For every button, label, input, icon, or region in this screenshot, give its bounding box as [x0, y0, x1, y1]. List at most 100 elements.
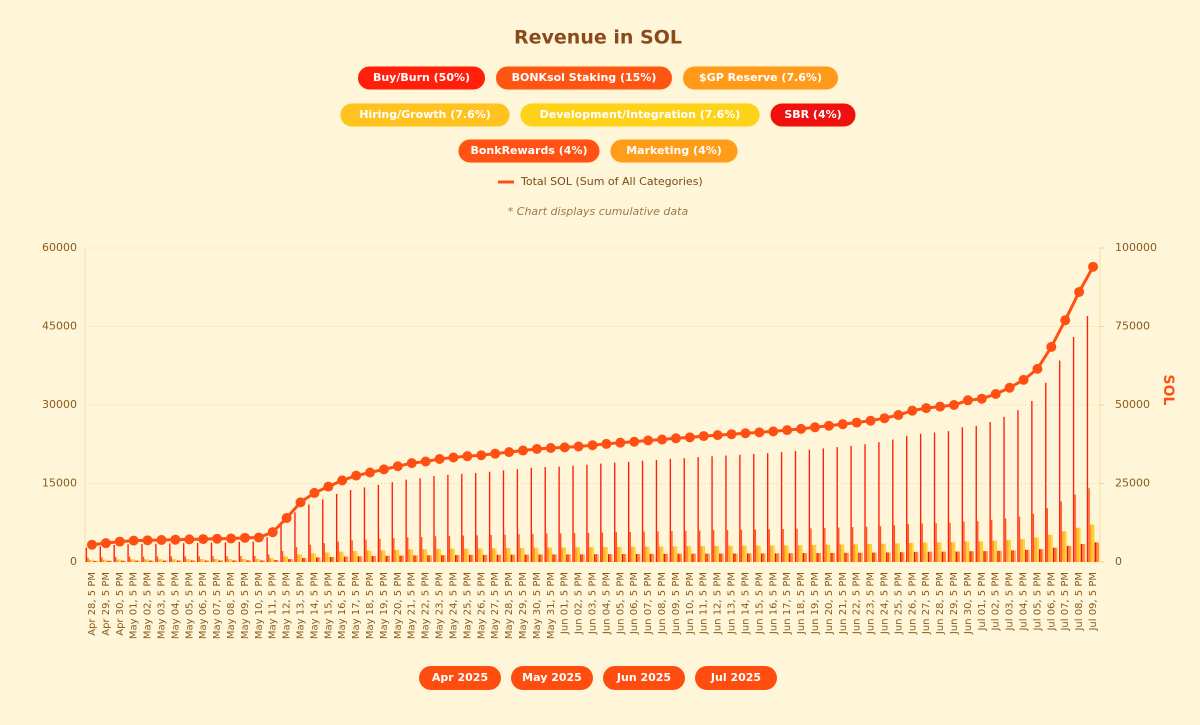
legend-pill [457, 138, 601, 164]
legend-item[interactable]: Hiring/Growth (7.6%) [339, 102, 511, 128]
bar [496, 554, 499, 562]
bar [620, 546, 622, 562]
bar [969, 551, 971, 562]
bar [308, 504, 310, 562]
month-button[interactable]: May 2025 [511, 666, 593, 690]
bar [444, 555, 446, 562]
bar [342, 551, 344, 562]
x-tick-label: May 16, 5 PM [337, 572, 348, 639]
bar [983, 551, 985, 562]
bar [867, 544, 869, 562]
legend-item[interactable]: $GP Reserve (7.6%) [682, 65, 839, 91]
bar [943, 551, 945, 562]
bar [941, 551, 944, 562]
bar [844, 552, 846, 562]
bar [366, 550, 369, 562]
bar [345, 556, 347, 562]
point [490, 448, 501, 459]
point [406, 458, 417, 469]
bar [998, 550, 1001, 562]
bar [558, 466, 560, 562]
bar [818, 552, 820, 562]
bar [935, 523, 937, 562]
bar [714, 545, 716, 562]
month-button[interactable]: Apr 2025 [419, 666, 501, 690]
bar [754, 529, 757, 562]
month-button[interactable]: Jul 2025 [695, 666, 777, 690]
x-tick-label: May 10, 5 PM [254, 572, 265, 639]
bar [1065, 531, 1067, 562]
legend-item[interactable]: BonkRewards (4%) [457, 138, 601, 164]
bar [975, 425, 977, 562]
bar [1011, 550, 1013, 562]
bar [759, 545, 761, 562]
bar [923, 542, 925, 562]
y2-tick-label: 75000 [1115, 320, 1150, 333]
bar [705, 553, 707, 562]
point [337, 475, 348, 486]
bar [461, 473, 463, 562]
legend-item[interactable]: Marketing (4%) [609, 138, 739, 164]
bar [878, 442, 880, 562]
bar [420, 536, 423, 562]
x-tick-label: Jul 07, 5 PM [1060, 572, 1071, 632]
bar [356, 551, 358, 562]
bar [991, 520, 993, 562]
point [809, 422, 820, 433]
bar [213, 559, 216, 562]
bar [200, 559, 202, 562]
bar [716, 545, 718, 562]
legend-item[interactable]: BONKsol Staking (15%) [495, 65, 673, 91]
legend-label: SBR (4%) [784, 108, 841, 121]
legend-item[interactable]: Total SOL (Sum of All Categories) [498, 175, 703, 188]
bar [379, 538, 381, 562]
legend-label: $GP Reserve (7.6%) [699, 71, 822, 84]
bar [949, 522, 951, 562]
bar [433, 476, 435, 562]
bar [641, 460, 644, 562]
bar [997, 550, 999, 562]
bar [1074, 494, 1076, 562]
x-tick-label: Jun 09, 5 PM [671, 572, 682, 635]
legend-pill [357, 65, 486, 91]
bar [328, 552, 330, 562]
legend-item[interactable]: Buy/Burn (50%) [357, 65, 486, 91]
legend-item[interactable]: Development/Integration (7.6%) [519, 102, 761, 128]
bar [799, 545, 801, 562]
point [378, 464, 389, 475]
bar [719, 553, 721, 562]
point [629, 436, 640, 447]
bar [677, 553, 679, 562]
x-tick-label: Jun 06, 5 PM [629, 572, 640, 635]
bar [478, 548, 480, 562]
point [935, 401, 946, 412]
bar [152, 560, 154, 562]
legend-label: BonkRewards (4%) [470, 144, 587, 157]
bar [184, 556, 186, 562]
x-tick-label: Jun 22, 5 PM [852, 572, 863, 635]
bar [881, 543, 883, 562]
bar [936, 542, 939, 562]
month-button[interactable]: Jun 2025 [603, 666, 685, 690]
legend-label: Marketing (4%) [626, 144, 722, 157]
bar [577, 547, 579, 562]
point [1074, 286, 1085, 297]
bar [540, 554, 542, 562]
bar [371, 556, 373, 562]
bar [892, 439, 894, 562]
bar [464, 548, 466, 562]
bar [419, 478, 421, 562]
bar [354, 551, 356, 562]
bar [425, 549, 428, 562]
bar [413, 555, 415, 562]
bar [439, 548, 441, 562]
legend-item[interactable]: SBR (4%) [769, 102, 857, 128]
y2-tick-label: 100000 [1115, 241, 1157, 254]
bar [1082, 543, 1084, 562]
bar [434, 536, 437, 562]
point [239, 532, 250, 543]
bar [753, 453, 755, 562]
bar [872, 552, 874, 562]
bar [1034, 537, 1036, 562]
bar [335, 493, 338, 562]
